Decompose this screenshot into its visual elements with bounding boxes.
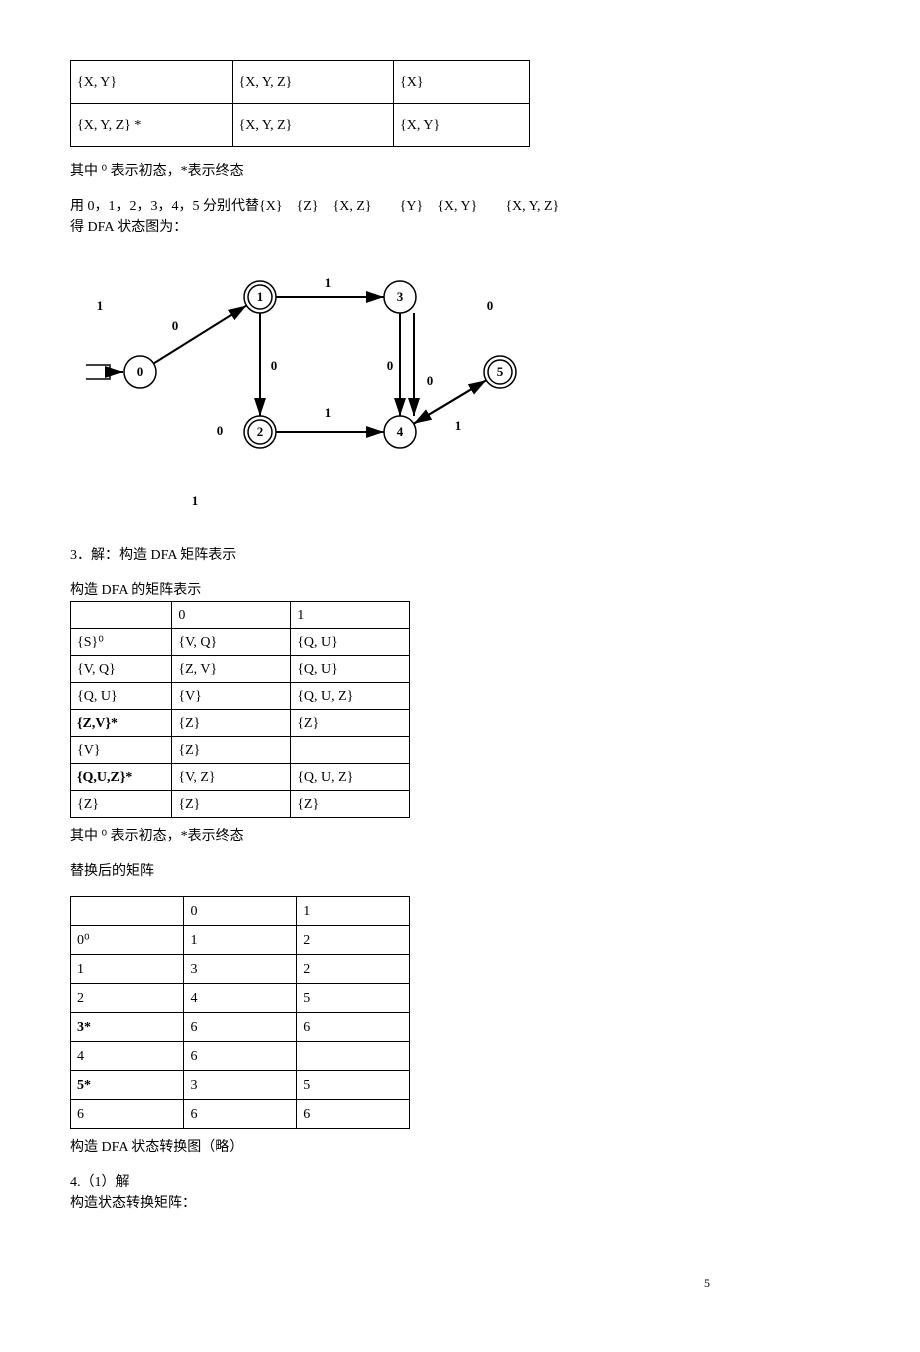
cell: {X, Y, Z} <box>232 61 394 104</box>
svg-text:4: 4 <box>397 424 404 439</box>
text: 得 DFA 状态图为： <box>70 220 187 235</box>
dfa-svg: 0 0 1 1 0 0 1 0 0 1 2 3 4 5 1 0 1 <box>70 252 570 522</box>
cell: {Z} <box>71 791 172 818</box>
cell: 1 <box>184 926 297 955</box>
cell: {Q, U, Z} <box>291 764 410 791</box>
svg-text:0: 0 <box>217 423 224 438</box>
section3-sub2: 替换后的矩阵 <box>70 861 710 882</box>
cell: {V} <box>172 683 291 710</box>
text: 构造状态转换矩阵： <box>70 1196 196 1211</box>
cell: {Z} <box>172 791 291 818</box>
cell: {V, Q} <box>172 629 291 656</box>
section3-sub: 构造 DFA 的矩阵表示 <box>70 580 710 601</box>
svg-text:0: 0 <box>427 373 434 388</box>
cell: {S}⁰ <box>71 629 172 656</box>
table-xy-sets: {X, Y} {X, Y, Z} {X} {X, Y, Z} * {X, Y, … <box>70 60 530 147</box>
cell: {Z} <box>172 710 291 737</box>
cell: 3 <box>184 1071 297 1100</box>
svg-text:1: 1 <box>325 405 332 420</box>
section4-head: 4.（1）解 构造状态转换矩阵： <box>70 1172 710 1214</box>
cell: {Z, V} <box>172 656 291 683</box>
page-number: 5 <box>70 1274 710 1292</box>
svg-text:1: 1 <box>192 493 199 508</box>
svg-text:5: 5 <box>497 364 504 379</box>
cell: {X, Y, Z} * <box>71 104 233 147</box>
cell: {Q, U} <box>291 656 410 683</box>
dfa-diagram: 0 0 1 1 0 0 1 0 0 1 2 3 4 5 1 0 1 <box>70 252 710 529</box>
svg-text:1: 1 <box>257 289 264 304</box>
cell: 2 <box>297 926 410 955</box>
cell: 2 <box>71 984 184 1013</box>
cell: 3 <box>184 955 297 984</box>
text: 用 0，1，2，3，4，5 分别代替{X} {Z} {X, Z} {Y} {X,… <box>70 199 559 214</box>
header-cell <box>71 897 184 926</box>
section3-head: 3．解：构造 DFA 矩阵表示 <box>70 545 710 566</box>
svg-text:0: 0 <box>487 298 494 313</box>
cell: {Q, U} <box>71 683 172 710</box>
svg-text:3: 3 <box>397 289 404 304</box>
cell: {V, Z} <box>172 764 291 791</box>
cell: {X, Y} <box>394 104 530 147</box>
cell: {V} <box>71 737 172 764</box>
table-dfa-matrix: 01 {S}⁰{V, Q}{Q, U} {V, Q}{Z, V}{Q, U} {… <box>70 601 410 818</box>
cell: 2 <box>297 955 410 984</box>
cell: 6 <box>71 1100 184 1129</box>
cell <box>297 1042 410 1071</box>
header-cell: 0 <box>172 602 291 629</box>
cell: {Z} <box>172 737 291 764</box>
cell: 6 <box>297 1100 410 1129</box>
header-cell <box>71 602 172 629</box>
cell: {Q, U} <box>291 629 410 656</box>
cell: {Z} <box>291 791 410 818</box>
header-cell: 1 <box>297 897 410 926</box>
cell: {V, Q} <box>71 656 172 683</box>
cell: 6 <box>184 1013 297 1042</box>
svg-text:0: 0 <box>137 364 144 379</box>
text: 4.（1）解 <box>70 1175 130 1190</box>
cell: 5 <box>297 1071 410 1100</box>
svg-text:0: 0 <box>271 358 278 373</box>
cell: 5* <box>71 1071 184 1100</box>
svg-text:1: 1 <box>455 418 462 433</box>
svg-text:0: 0 <box>172 318 179 333</box>
svg-text:2: 2 <box>257 424 264 439</box>
cell: 1 <box>71 955 184 984</box>
substitution-line: 用 0，1，2，3，4，5 分别代替{X} {Z} {X, Z} {Y} {X,… <box>70 196 710 238</box>
note-initial-final: 其中 ⁰ 表示初态，*表示终态 <box>70 161 710 182</box>
cell: 4 <box>184 984 297 1013</box>
cell: {Z} <box>291 710 410 737</box>
header-cell: 0 <box>184 897 297 926</box>
cell: 5 <box>297 984 410 1013</box>
cell: {X, Y} <box>71 61 233 104</box>
section3-end: 构造 DFA 状态转换图（略） <box>70 1137 710 1158</box>
note-initial-final-2: 其中 ⁰ 表示初态，*表示终态 <box>70 826 710 847</box>
cell: {Z,V}* <box>71 710 172 737</box>
header-cell: 1 <box>291 602 410 629</box>
cell <box>291 737 410 764</box>
cell: 0⁰ <box>71 926 184 955</box>
svg-text:0: 0 <box>387 358 394 373</box>
svg-text:1: 1 <box>97 298 104 313</box>
cell: {X, Y, Z} <box>232 104 394 147</box>
cell: 6 <box>184 1100 297 1129</box>
cell: {X} <box>394 61 530 104</box>
cell: {Q, U, Z} <box>291 683 410 710</box>
cell: 6 <box>297 1013 410 1042</box>
cell: 3* <box>71 1013 184 1042</box>
cell: 4 <box>71 1042 184 1071</box>
svg-text:1: 1 <box>325 275 332 290</box>
table-dfa-replaced: 010⁰121322453*66465*35666 <box>70 896 410 1129</box>
cell: {Q,U,Z}* <box>71 764 172 791</box>
cell: 6 <box>184 1042 297 1071</box>
